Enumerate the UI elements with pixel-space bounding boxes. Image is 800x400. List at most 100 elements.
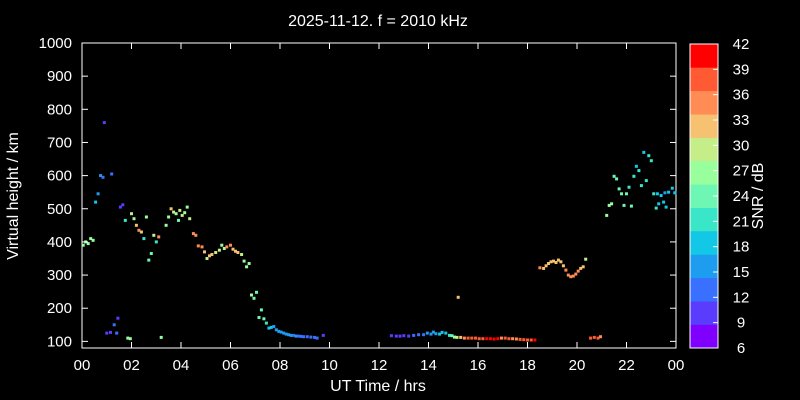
data-point [289,333,293,337]
data-point [627,185,631,189]
data-point [157,235,161,239]
colorbar-segment [690,160,718,185]
y-tick-label: 600 [47,168,72,185]
data-point [121,203,125,207]
chart-title: 2025-11-12. f = 2010 kHz [288,13,468,30]
data-point [132,217,136,221]
data-point [533,338,537,342]
data-point [542,266,546,270]
data-point [496,337,500,341]
data-point [649,159,653,163]
data-point [234,249,237,253]
data-point [128,337,132,341]
data-point [231,247,235,251]
colorbar-segment [690,184,718,208]
data-point [164,223,168,227]
data-point [257,316,261,319]
data-point [526,338,529,342]
data-point [462,336,466,340]
data-point [259,308,263,312]
data-point [264,321,268,325]
plot-area [81,42,677,349]
colorbar-tick-label: 12 [733,289,750,306]
data-point [116,316,120,320]
data-point [444,331,448,335]
x-axis-ticks: 00 02 04 06 08 10 12 14 16 18 20 22 00 [74,43,684,374]
data-point [245,265,249,269]
data-point [178,208,182,212]
data-point [389,334,393,338]
data-point [174,212,178,216]
data-point [269,325,273,329]
data-point [284,332,288,336]
data-point [492,337,496,341]
data-point [657,202,661,206]
colorbar-tick-label: 9 [737,315,745,332]
data-point [115,331,119,335]
data-point [294,334,298,338]
data-point [607,203,611,207]
data-point [456,295,460,299]
data-point [417,333,421,337]
data-point [196,244,200,248]
x-tick-label: 04 [173,357,190,374]
x-tick-label: 20 [569,357,586,374]
colorbar-segment [690,114,718,138]
data-point [152,233,156,237]
data-point [514,337,518,341]
data-point [629,204,633,208]
data-point [139,230,143,234]
data-point [569,275,573,279]
data-point [644,179,648,183]
data-point [615,177,619,181]
data-point [297,334,301,338]
data-point [552,259,555,263]
colorbar-tick-label: 39 [733,61,750,78]
data-point [210,253,214,256]
colorbar-segment [690,231,718,255]
data-point [566,273,570,277]
data-point [652,192,656,196]
data-point [576,269,580,273]
data-point [571,274,575,278]
data-point [130,212,133,216]
data-point [236,251,240,254]
y-axis-label: Virtual height / km [5,132,22,260]
data-point [180,213,184,217]
data-point [267,326,271,330]
x-tick-label: 02 [123,357,140,374]
data-point [544,264,548,268]
data-point [438,332,442,336]
data-point [450,334,454,338]
x-tick-label: 18 [519,357,536,374]
data-point [110,172,114,176]
data-point [99,174,103,178]
data-point [309,335,313,339]
y-tick-label: 200 [47,300,72,317]
colorbar-tick-label: 18 [733,239,750,256]
data-point [412,333,416,337]
y-tick-label: 100 [47,333,72,350]
data-point [662,200,666,204]
data-point [149,252,153,255]
data-point [511,337,515,341]
data-point [277,329,281,333]
colorbar-segment [690,44,718,68]
data-point [481,337,485,341]
data-point [589,336,593,340]
data-point [554,261,558,264]
colorbar-segment [690,67,718,92]
y-tick-label: 1000 [39,35,72,52]
colorbar-tick-label: 6 [737,340,745,357]
data-point [599,335,602,339]
data-point [154,240,158,244]
data-point [112,323,116,327]
data-point [398,334,402,338]
x-axis-label: UT Time / hrs [330,378,426,395]
data-point [637,169,641,173]
y-tick-label: 700 [47,134,72,151]
data-point [596,336,600,340]
data-point [561,264,565,268]
data-point [101,175,105,179]
data-point [453,335,456,339]
